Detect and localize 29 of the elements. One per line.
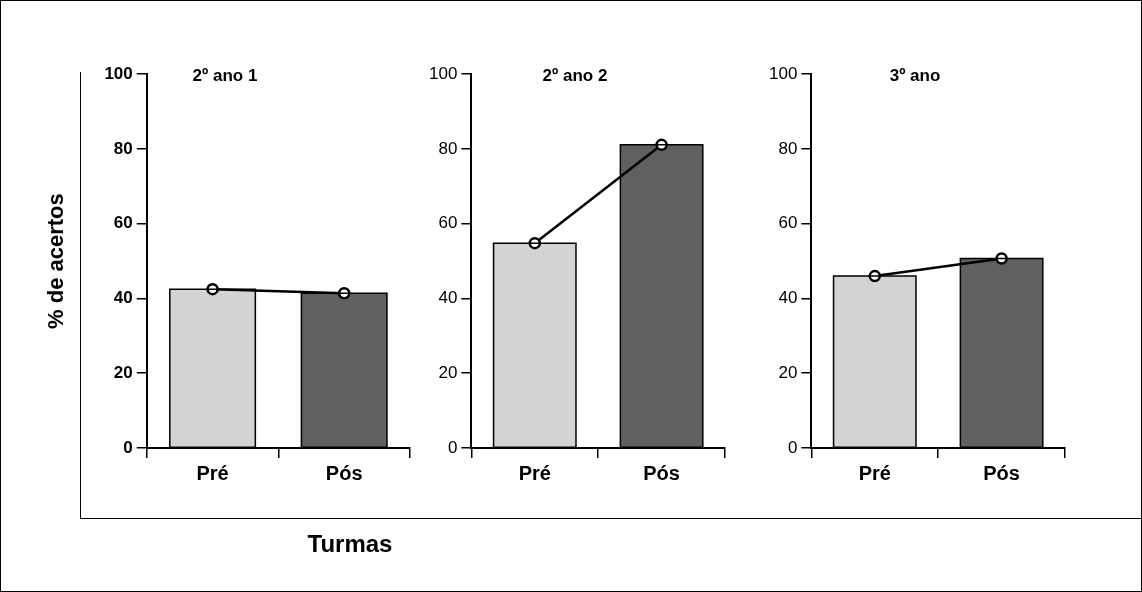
y-tick-label: 60 bbox=[113, 213, 133, 233]
y-tick-label: 80 bbox=[778, 138, 798, 158]
y-tick-label: 0 bbox=[787, 437, 798, 457]
x-tick-label: Pré bbox=[858, 461, 891, 484]
chart-title: 3º ano bbox=[889, 65, 941, 85]
y-tick-label: 100 bbox=[104, 63, 133, 83]
x-tick-label: Pós bbox=[643, 461, 680, 484]
x-tick-label: Pré bbox=[518, 461, 551, 484]
x-tick-label: Pós bbox=[983, 461, 1020, 484]
y-tick-label: 40 bbox=[778, 288, 798, 308]
y-tick-label: 100 bbox=[428, 63, 458, 83]
y-tick-label: 40 bbox=[438, 288, 458, 308]
x-axis-title: Turmas bbox=[306, 530, 394, 558]
y-tick-label: 20 bbox=[778, 362, 798, 382]
y-tick-label: 60 bbox=[778, 213, 798, 233]
y-tick-label: 60 bbox=[438, 213, 458, 233]
x-tick-label: Pré bbox=[196, 461, 229, 484]
chart-title: 2º ano 2 bbox=[542, 65, 608, 85]
y-tick-label: 0 bbox=[123, 437, 133, 457]
y-tick-label: 40 bbox=[113, 288, 133, 308]
y-tick-label: 80 bbox=[113, 138, 133, 158]
x-tick-label: Pós bbox=[325, 461, 363, 484]
y-tick-label: 20 bbox=[438, 362, 458, 382]
y-tick-label: 20 bbox=[113, 362, 133, 382]
y-tick-label: 80 bbox=[438, 138, 458, 158]
y-tick-label: 0 bbox=[447, 437, 458, 457]
chart-title: 2º ano 1 bbox=[192, 65, 258, 85]
y-axis-title: % de acertos bbox=[43, 193, 69, 329]
y-tick-label: 100 bbox=[768, 63, 798, 83]
